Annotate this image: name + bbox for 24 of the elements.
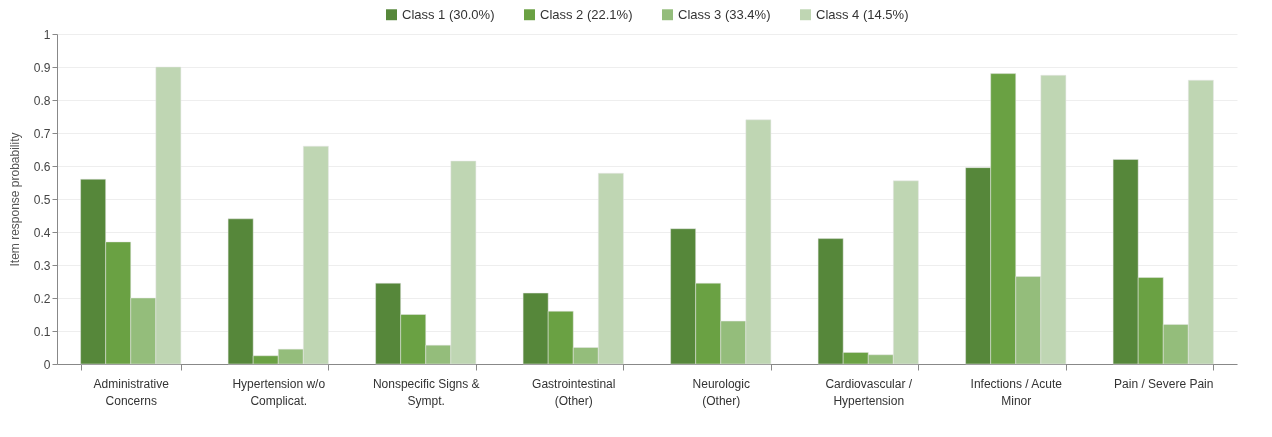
x-tick-label: Administrative Concerns xyxy=(93,376,170,408)
y-tick-label: 0.1 xyxy=(33,324,51,339)
legend-label: Class 4 (14.5%) xyxy=(816,6,909,22)
y-tick-label: 0.3 xyxy=(33,258,51,273)
y-tick-label: 0.6 xyxy=(33,159,51,174)
x-tick-label: Neurologic (Other) xyxy=(692,376,750,408)
y-tick-label: 0.7 xyxy=(33,126,51,141)
x-tick-label: Pain / Severe Pain xyxy=(1114,376,1214,391)
x-tick-label: Hypertension w/o Complicat. xyxy=(232,376,326,408)
x-tick-label: Gastrointestinal (Other) xyxy=(532,376,616,408)
y-tick-label: 0.9 xyxy=(33,60,51,75)
legend-label: Class 1 (30.0%) xyxy=(402,6,495,22)
y-tick-label: 0.5 xyxy=(33,192,51,207)
y-tick-label: 0.8 xyxy=(33,93,51,108)
legend-label: Class 3 (33.4%) xyxy=(678,6,771,22)
legend-label: Class 2 (22.1%) xyxy=(540,6,633,22)
y-tick-label: 1 xyxy=(43,27,51,42)
y-axis-title: Item response probability xyxy=(7,132,22,267)
y-tick-label: 0.2 xyxy=(33,291,51,306)
x-tick-label: Infections / Acute Minor xyxy=(970,376,1063,408)
x-tick-label: Cardiovascular / Hypertension xyxy=(825,376,913,408)
y-tick-label: 0 xyxy=(43,357,51,372)
x-tick-label: Nonspecific Signs & Sympt. xyxy=(372,376,480,408)
y-tick-label: 0.4 xyxy=(33,225,51,240)
